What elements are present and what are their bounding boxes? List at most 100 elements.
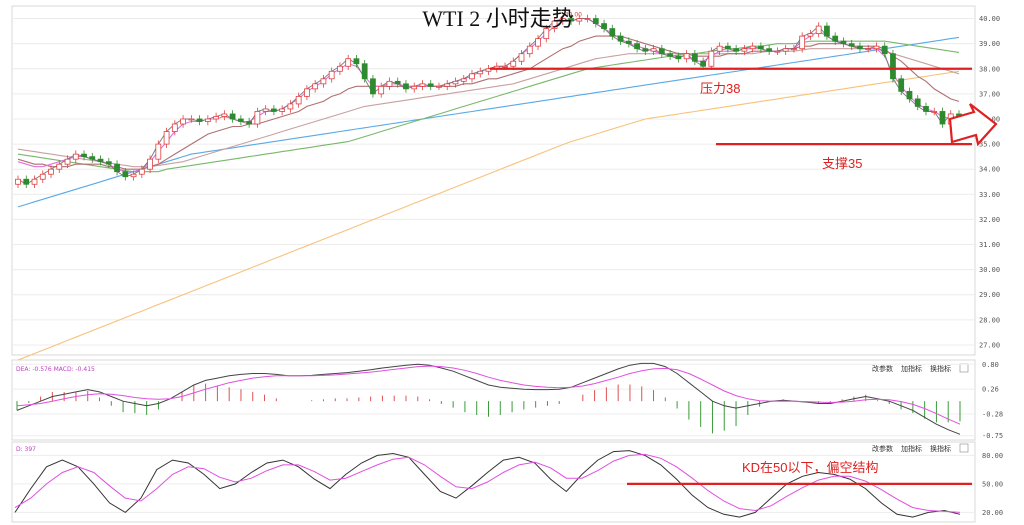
candle-body: [675, 55, 682, 60]
down-arrow-icon: [948, 103, 998, 147]
candle-body: [650, 48, 657, 52]
macd-panel-frame: [11, 359, 976, 441]
candle-body: [320, 78, 327, 85]
candle-body: [460, 78, 467, 82]
resistance-label: 压力38: [700, 81, 740, 96]
candle-body: [625, 40, 632, 45]
candle-body: [337, 65, 343, 72]
candle-body: [304, 88, 310, 97]
candle-body: [774, 50, 781, 53]
macd-close-icon[interactable]: [959, 363, 969, 373]
candle-body: [48, 168, 54, 175]
price-tick-label: 33.00: [979, 191, 1000, 199]
ma-orange-line: [17, 70, 960, 361]
price-tick-label: 27.00: [979, 341, 1000, 349]
candle-body: [791, 48, 797, 51]
candle-body: [72, 153, 79, 160]
price-tick-label: 40.00: [979, 15, 1000, 23]
candle-body: [295, 95, 302, 105]
candle-body: [114, 163, 120, 173]
candle-body: [163, 131, 170, 145]
macd-button-2[interactable]: 换指标: [930, 364, 951, 373]
candle-body: [592, 18, 599, 24]
macd-tick-label: 0.80: [982, 361, 999, 369]
kd-d-line: [14, 453, 961, 513]
candle-body: [452, 80, 459, 85]
candle-body: [196, 118, 203, 122]
macd-tick-label: -0.28: [982, 411, 1003, 419]
candle-body: [725, 45, 731, 50]
candle-body: [923, 106, 929, 112]
candle-body: [370, 78, 376, 95]
macd-header-text: DEA: -0.576 MACD: -0.415: [16, 366, 95, 373]
price-tick-label: 38.00: [979, 65, 1000, 73]
kd-button-0[interactable]: 改参数: [872, 444, 893, 453]
candle-body: [691, 53, 698, 62]
price-tick-label: 34.00: [979, 166, 1000, 174]
candle-body: [345, 58, 352, 67]
chart-title: WTI 2 小时走势: [422, 6, 574, 31]
candle-body: [485, 68, 492, 72]
candle-body: [518, 53, 525, 62]
macd-button-1[interactable]: 加指标: [901, 364, 922, 373]
support-label: 支撑35: [822, 156, 862, 171]
macd-grid: 0.80 0.26 -0.28 -0.75: [12, 361, 1003, 440]
candle-body: [287, 103, 294, 110]
macd-plot: [16, 362, 961, 435]
candle-body: [237, 118, 244, 122]
candle-body: [15, 178, 21, 185]
candle-body: [749, 45, 756, 50]
candle-body: [568, 18, 574, 22]
peak-price-label: 40.00: [565, 12, 582, 19]
kd-k-line: [14, 450, 961, 518]
candle-body: [328, 70, 335, 80]
candle-body: [881, 45, 888, 55]
candle-body: [23, 178, 30, 185]
candle-body: [700, 60, 706, 67]
candle-body: [122, 171, 129, 178]
candle-body: [213, 116, 219, 120]
macd-header: DEA: -0.576 MACD: -0.415 改参数 加指标 换指标: [16, 363, 969, 373]
candle-body: [361, 63, 368, 80]
candle-body: [601, 23, 607, 29]
candle-body: [733, 48, 740, 52]
candle-body: [873, 45, 880, 50]
price-tick-label: 39.00: [979, 40, 1000, 48]
candle-body: [39, 173, 46, 180]
candle-body: [97, 158, 104, 163]
candle-body: [931, 111, 938, 113]
candle-body: [271, 108, 277, 112]
candle-body: [584, 18, 591, 20]
candle-body: [138, 168, 145, 175]
kd-close-icon[interactable]: [959, 443, 969, 453]
macd-button-0[interactable]: 改参数: [872, 364, 893, 373]
ma-blue-line: [17, 36, 960, 208]
candle-body: [188, 118, 195, 121]
candle-body: [906, 90, 913, 100]
candle-body: [130, 173, 137, 178]
candle-body: [890, 53, 896, 80]
price-tick-label: 37.00: [979, 90, 1000, 98]
candle-body: [147, 158, 153, 170]
kd-button-1[interactable]: 加指标: [901, 444, 922, 453]
candle-body: [667, 53, 673, 57]
candle-body: [56, 163, 63, 170]
kd-header-text: D: 397: [16, 446, 36, 453]
candle-body: [394, 80, 401, 85]
candle-body: [105, 161, 112, 165]
kd-tick-label: 80.00: [982, 452, 1003, 460]
candle-body: [758, 45, 764, 50]
candle-body: [857, 45, 863, 50]
price-tick-label: 28.00: [979, 316, 1000, 324]
price-tick-label: 29.00: [979, 291, 1000, 299]
kd-button-2[interactable]: 换指标: [930, 444, 951, 453]
candle-body: [766, 48, 773, 52]
candle-body: [477, 70, 484, 75]
candle-body: [411, 85, 418, 90]
candle-body: [469, 73, 475, 80]
candle-body: [204, 118, 211, 122]
candle-body: [427, 83, 434, 87]
candle-body: [716, 45, 723, 52]
candle-body: [403, 83, 409, 90]
